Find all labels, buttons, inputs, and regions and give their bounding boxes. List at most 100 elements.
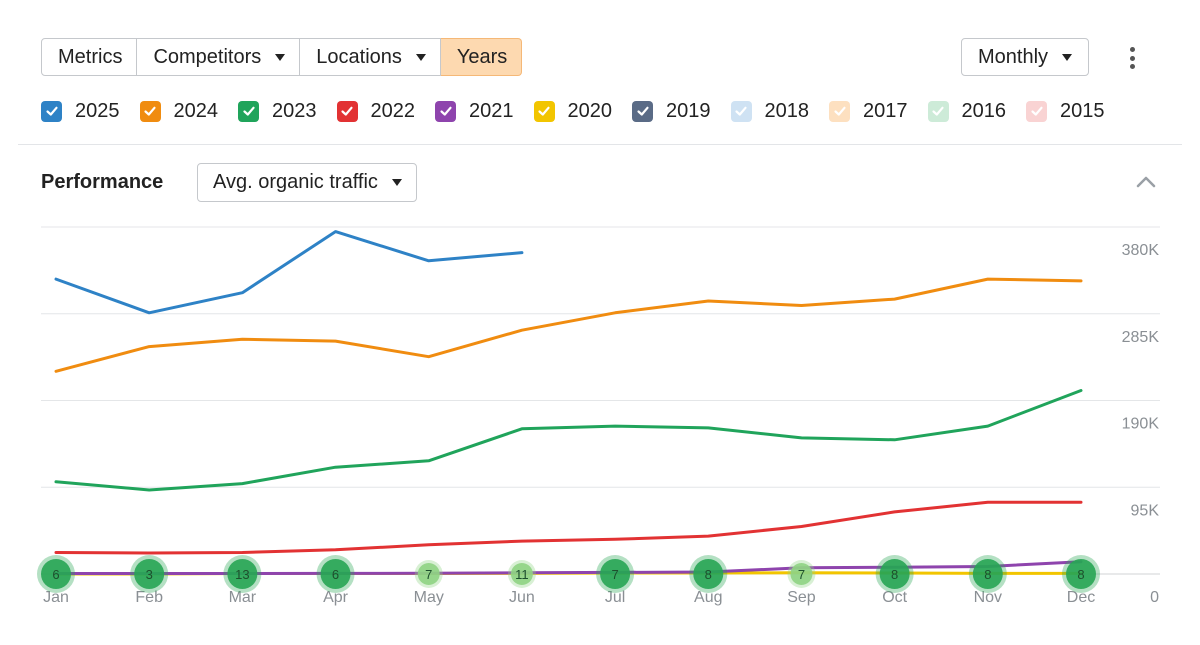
chevron-up-icon[interactable]	[1134, 172, 1158, 192]
annotation-count: 3	[146, 567, 153, 582]
checkbox-icon[interactable]	[238, 100, 259, 122]
legend-label: 2018	[764, 99, 810, 122]
kebab-menu-icon[interactable]	[1123, 44, 1141, 72]
legend-label: 2016	[961, 99, 1007, 122]
x-tick-label: Mar	[229, 589, 257, 606]
checkbox-icon[interactable]	[435, 100, 456, 122]
annotation-count: 8	[984, 567, 991, 582]
x-tick-label: Nov	[974, 589, 1002, 606]
chevron-down-icon	[275, 53, 286, 61]
legend-item-2015[interactable]: 2015	[1026, 100, 1105, 123]
x-tick-label: Oct	[882, 589, 907, 606]
tab-label: Locations	[316, 45, 402, 68]
performance-title: Performance	[41, 171, 164, 193]
performance-line-chart: 0 95K 190K 285K 380K Jan Feb Mar Apr May Jun Jul Aug…	[37, 226, 1160, 606]
granularity-dropdown[interactable]: Monthly	[961, 38, 1090, 76]
annotation-marker	[134, 559, 165, 589]
tab-competitors[interactable]: Competitors	[137, 38, 301, 76]
checkbox-icon[interactable]	[632, 100, 653, 122]
series-line-2021	[54, 560, 1083, 575]
x-tick-label: May	[414, 589, 444, 606]
annotation-marker	[320, 559, 351, 589]
legend-item-2016[interactable]: 2016	[927, 99, 1007, 123]
x-tick-label: Feb	[135, 589, 163, 606]
legend-item-2019[interactable]: 2019	[632, 100, 711, 123]
annotation-marker	[41, 559, 71, 589]
kebab-dot	[1129, 64, 1135, 69]
annotation-count: 6	[52, 567, 59, 582]
tab-metrics[interactable]: Metrics	[41, 38, 138, 76]
annotation-count: 7	[798, 567, 805, 582]
legend-label: 2020	[567, 99, 613, 122]
legend-label: 2021	[469, 99, 514, 122]
legend-label: 2019	[666, 99, 711, 122]
legend-item-2024[interactable]: 2024	[139, 99, 219, 123]
checkbox-icon[interactable]	[829, 100, 850, 122]
annotation-marker	[693, 559, 724, 589]
metric-label: Avg. organic traffic	[213, 171, 378, 193]
x-tick-label: Aug	[694, 589, 722, 606]
section-divider	[18, 144, 1182, 145]
y-tick-label: 190K	[1122, 416, 1160, 433]
legend-item-2022[interactable]: 2022	[336, 99, 416, 123]
legend-item-2017[interactable]: 2017	[829, 100, 908, 123]
checkbox-icon[interactable]	[730, 100, 752, 122]
checkbox-icon[interactable]	[336, 100, 358, 122]
annotation-marker	[879, 559, 910, 589]
legend-label: 2025	[75, 99, 120, 122]
annotation-marker	[1066, 559, 1096, 589]
kebab-dot	[1129, 47, 1135, 52]
annotation-marker	[417, 563, 440, 585]
tab-label: Years	[456, 45, 508, 68]
y-tick-label: 0	[1150, 589, 1159, 606]
annotation-count: 6	[332, 567, 339, 582]
metric-dropdown[interactable]: Avg. organic traffic	[197, 163, 417, 202]
legend-label: 2017	[863, 99, 908, 122]
checkbox-icon[interactable]	[533, 100, 555, 122]
checkbox-icon[interactable]	[139, 100, 161, 122]
annotation-count: 8	[891, 567, 898, 582]
annotation-count: 7	[425, 567, 432, 582]
annotation-marker	[600, 559, 631, 589]
chevron-down-icon	[1062, 53, 1073, 61]
checkbox-icon[interactable]	[1026, 100, 1047, 122]
x-tick-label: Jan	[43, 589, 69, 606]
x-tick-label: Apr	[323, 589, 349, 606]
legend-item-2021[interactable]: 2021	[435, 100, 514, 123]
legend-item-2020[interactable]: 2020	[533, 99, 613, 123]
legend-item-2018[interactable]: 2018	[730, 99, 810, 123]
x-tick-label: Dec	[1067, 589, 1095, 606]
tab-label: Metrics	[58, 45, 123, 68]
checkbox-icon[interactable]	[927, 100, 949, 122]
legend-item-2023[interactable]: 2023	[238, 100, 317, 123]
granularity-label: Monthly	[978, 45, 1049, 68]
tab-locations[interactable]: Locations	[300, 38, 441, 76]
legend-item-2025[interactable]: 2025	[41, 100, 120, 123]
tab-label: Competitors	[153, 45, 262, 68]
year-legend: 2025 2024 2023 2022 2021 2020 2019 2018 2017 2016…	[41, 98, 1125, 124]
tab-years[interactable]: Years	[440, 38, 523, 76]
kebab-dot	[1129, 55, 1135, 61]
x-tick-label: Jun	[509, 589, 535, 606]
y-tick-label: 285K	[1122, 329, 1160, 346]
chevron-down-icon	[391, 179, 402, 186]
chevron-down-icon	[415, 53, 426, 61]
checkbox-icon[interactable]	[41, 100, 62, 122]
annotation-marker	[972, 559, 1003, 589]
annotation-marker	[510, 563, 533, 585]
annotation-marker	[790, 563, 813, 585]
annotation-count: 13	[235, 567, 249, 582]
series-line-2024	[54, 277, 1083, 373]
annotation-count: 7	[611, 567, 618, 582]
series-line-2022	[54, 500, 1083, 555]
y-tick-label: 95K	[1131, 502, 1160, 519]
annotation-count: 11	[515, 567, 529, 582]
annotation-count: 8	[705, 567, 712, 582]
series-line-2023	[54, 389, 1083, 492]
annotation-marker	[227, 559, 258, 589]
x-tick-label: Jul	[605, 589, 625, 606]
series-line-2025	[54, 230, 524, 315]
legend-label: 2022	[370, 99, 416, 122]
legend-label: 2024	[173, 99, 219, 122]
view-toolbar: Metrics Competitors Locations Years	[41, 38, 523, 76]
